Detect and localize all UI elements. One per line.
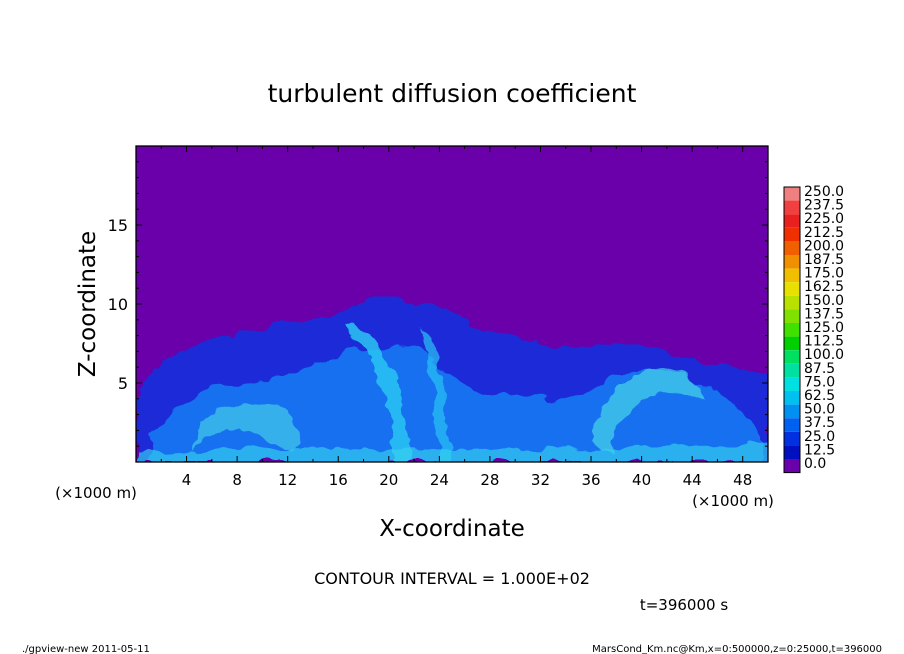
- plume-column: [345, 322, 412, 462]
- x-unit-right: (×1000 m): [692, 492, 774, 510]
- x-tick-label: 40: [632, 471, 651, 489]
- x-unit-left: (×1000 m): [55, 484, 137, 502]
- colorbar-label: 150.0: [804, 293, 844, 309]
- y-axis-label: Z-coordinate: [75, 231, 101, 377]
- colorbar-frame: [783, 186, 801, 474]
- colorbar-swatch: [784, 282, 800, 296]
- colorbar-swatch: [784, 187, 800, 201]
- colorbar-label: 50.0: [804, 402, 835, 418]
- colorbar-swatch: [784, 350, 800, 364]
- colorbar-swatch: [784, 363, 800, 378]
- x-tick-label: 28: [480, 471, 499, 489]
- plume-column: [420, 330, 452, 462]
- colorbar-label: 212.5: [804, 225, 844, 241]
- colorbar-swatch: [784, 241, 800, 255]
- colorbar-label: 125.0: [804, 320, 844, 336]
- colorbar-label: 87.5: [804, 361, 835, 377]
- colorbar-label: 25.0: [804, 429, 835, 445]
- colorbar-swatch: [784, 227, 800, 242]
- colorbar-swatch: [784, 295, 800, 310]
- colorbar-label: 187.5: [804, 252, 844, 268]
- colorbar-label: 12.5: [804, 442, 835, 458]
- colorbar-label: 237.5: [804, 198, 844, 214]
- footer-left: ./gpview-new 2011-05-11: [22, 644, 150, 654]
- x-tick-label: 4: [182, 471, 192, 489]
- x-tick-label: 12: [278, 471, 297, 489]
- colorbar-swatch: [784, 418, 800, 432]
- colorbar-label: 37.5: [804, 415, 835, 431]
- y-ticks: 5 10 15: [108, 161, 768, 447]
- colorbar-swatch: [784, 404, 800, 419]
- x-tick-label: 48: [733, 471, 752, 489]
- colorbar-swatch: [784, 377, 800, 391]
- colorbar-swatch: [784, 445, 800, 459]
- colorbar-label: 100.0: [804, 347, 844, 363]
- colorbar-label: 112.5: [804, 334, 844, 350]
- colorbar-swatch: [784, 268, 800, 283]
- colorbar-label: 62.5: [804, 388, 835, 404]
- colorbar-swatch: [784, 200, 800, 215]
- colorbar-swatch: [784, 391, 800, 405]
- colorbar-label: 162.5: [804, 279, 844, 295]
- footer-right: MarsCond_Km.nc@Km,x=0:500000,z=0:25000,t…: [592, 644, 882, 654]
- colorbar-swatch: [784, 459, 800, 473]
- colorbar-swatch: [784, 431, 800, 446]
- surface-layer: [136, 444, 768, 462]
- colorbar-label: 200.0: [804, 238, 844, 254]
- colorbar-swatch: [784, 255, 800, 269]
- contour-interval: CONTOUR INTERVAL = 1.000E+02: [314, 569, 590, 588]
- x-tick-label: 16: [329, 471, 348, 489]
- colorbar-swatch: [784, 336, 800, 351]
- colorbar-label: 0.0: [804, 456, 826, 472]
- x-tick-label: 24: [430, 471, 449, 489]
- y-tick-label: 5: [118, 374, 128, 393]
- x-tick-label: 8: [232, 471, 242, 489]
- chart-title: turbulent diffusion coefficient: [268, 79, 637, 108]
- x-tick-label: 44: [683, 471, 702, 489]
- colorbar-label: 175.0: [804, 266, 844, 282]
- x-tick-label: 20: [379, 471, 398, 489]
- x-tick-label: 32: [531, 471, 550, 489]
- x-tick-label: 36: [581, 471, 600, 489]
- colorbar-label: 75.0: [804, 374, 835, 390]
- colorbar-swatch: [784, 214, 800, 228]
- time-stamp: t=396000 s: [640, 596, 728, 614]
- turbulent-field: [136, 296, 768, 462]
- colorbar: 250.0237.5225.0212.5200.0187.5175.0162.5…: [783, 184, 844, 474]
- colorbar-label: 137.5: [804, 306, 844, 322]
- swirl-right: [590, 368, 705, 455]
- colorbar-label: 250.0: [804, 184, 844, 200]
- x-ticks: 4 8 12 16 20 24 28 32 36 40 44 48: [160, 146, 752, 489]
- colorbar-swatch: [784, 309, 800, 323]
- colorbar-swatch: [784, 323, 800, 337]
- colorbar-label: 225.0: [804, 211, 844, 227]
- x-axis-label: X-coordinate: [379, 516, 525, 542]
- swirl-left: [195, 402, 299, 450]
- y-tick-label: 10: [108, 295, 128, 314]
- y-tick-label: 15: [108, 216, 128, 235]
